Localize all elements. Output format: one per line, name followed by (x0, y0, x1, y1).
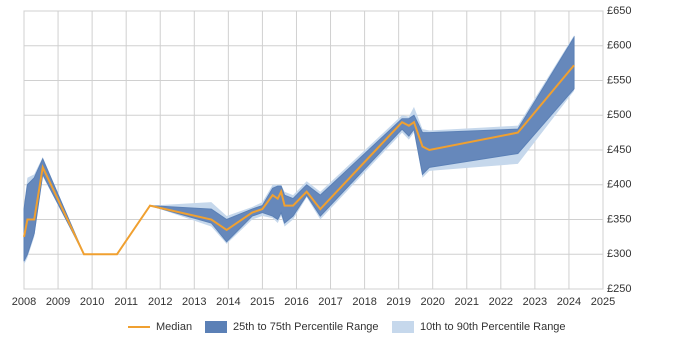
y-tick-label: £300 (607, 248, 631, 260)
x-tick-label: 2024 (557, 296, 581, 308)
x-tick-label: 2010 (80, 296, 104, 308)
x-tick-label: 2017 (318, 296, 342, 308)
legend-swatch (392, 321, 414, 333)
x-tick-label: 2019 (386, 296, 410, 308)
percentile-band (23, 35, 575, 262)
y-tick-label: £650 (607, 5, 631, 17)
x-tick-label: 2021 (455, 296, 479, 308)
y-tick-label: £250 (607, 283, 631, 295)
y-tick-label: £450 (607, 144, 631, 156)
y-tick-label: £550 (607, 74, 631, 86)
x-tick-label: 2011 (114, 296, 138, 308)
x-tick-label: 2008 (12, 296, 36, 308)
legend-label: Median (156, 321, 192, 333)
y-tick-label: £350 (607, 213, 631, 225)
legend-label: 10th to 90th Percentile Range (420, 321, 566, 333)
x-tick-label: 2014 (216, 296, 240, 308)
x-tick-label: 2025 (591, 296, 615, 308)
median-line (23, 64, 575, 256)
legend-swatch (205, 321, 227, 333)
y-tick-label: £500 (607, 109, 631, 121)
legend-label: 25th to 75th Percentile Range (233, 321, 379, 333)
y-tick-label: £600 (607, 40, 631, 52)
x-tick-label: 2013 (182, 296, 206, 308)
x-tick-label: 2023 (523, 296, 547, 308)
x-tick-label: 2022 (489, 296, 513, 308)
x-tick-label: 2018 (352, 296, 376, 308)
x-tick-label: 2016 (284, 296, 308, 308)
x-tick-label: 2012 (148, 296, 172, 308)
x-tick-label: 2009 (46, 296, 70, 308)
y-tick-label: £400 (607, 179, 631, 191)
x-tick-label: 2015 (250, 296, 274, 308)
x-tick-label: 2020 (420, 296, 444, 308)
